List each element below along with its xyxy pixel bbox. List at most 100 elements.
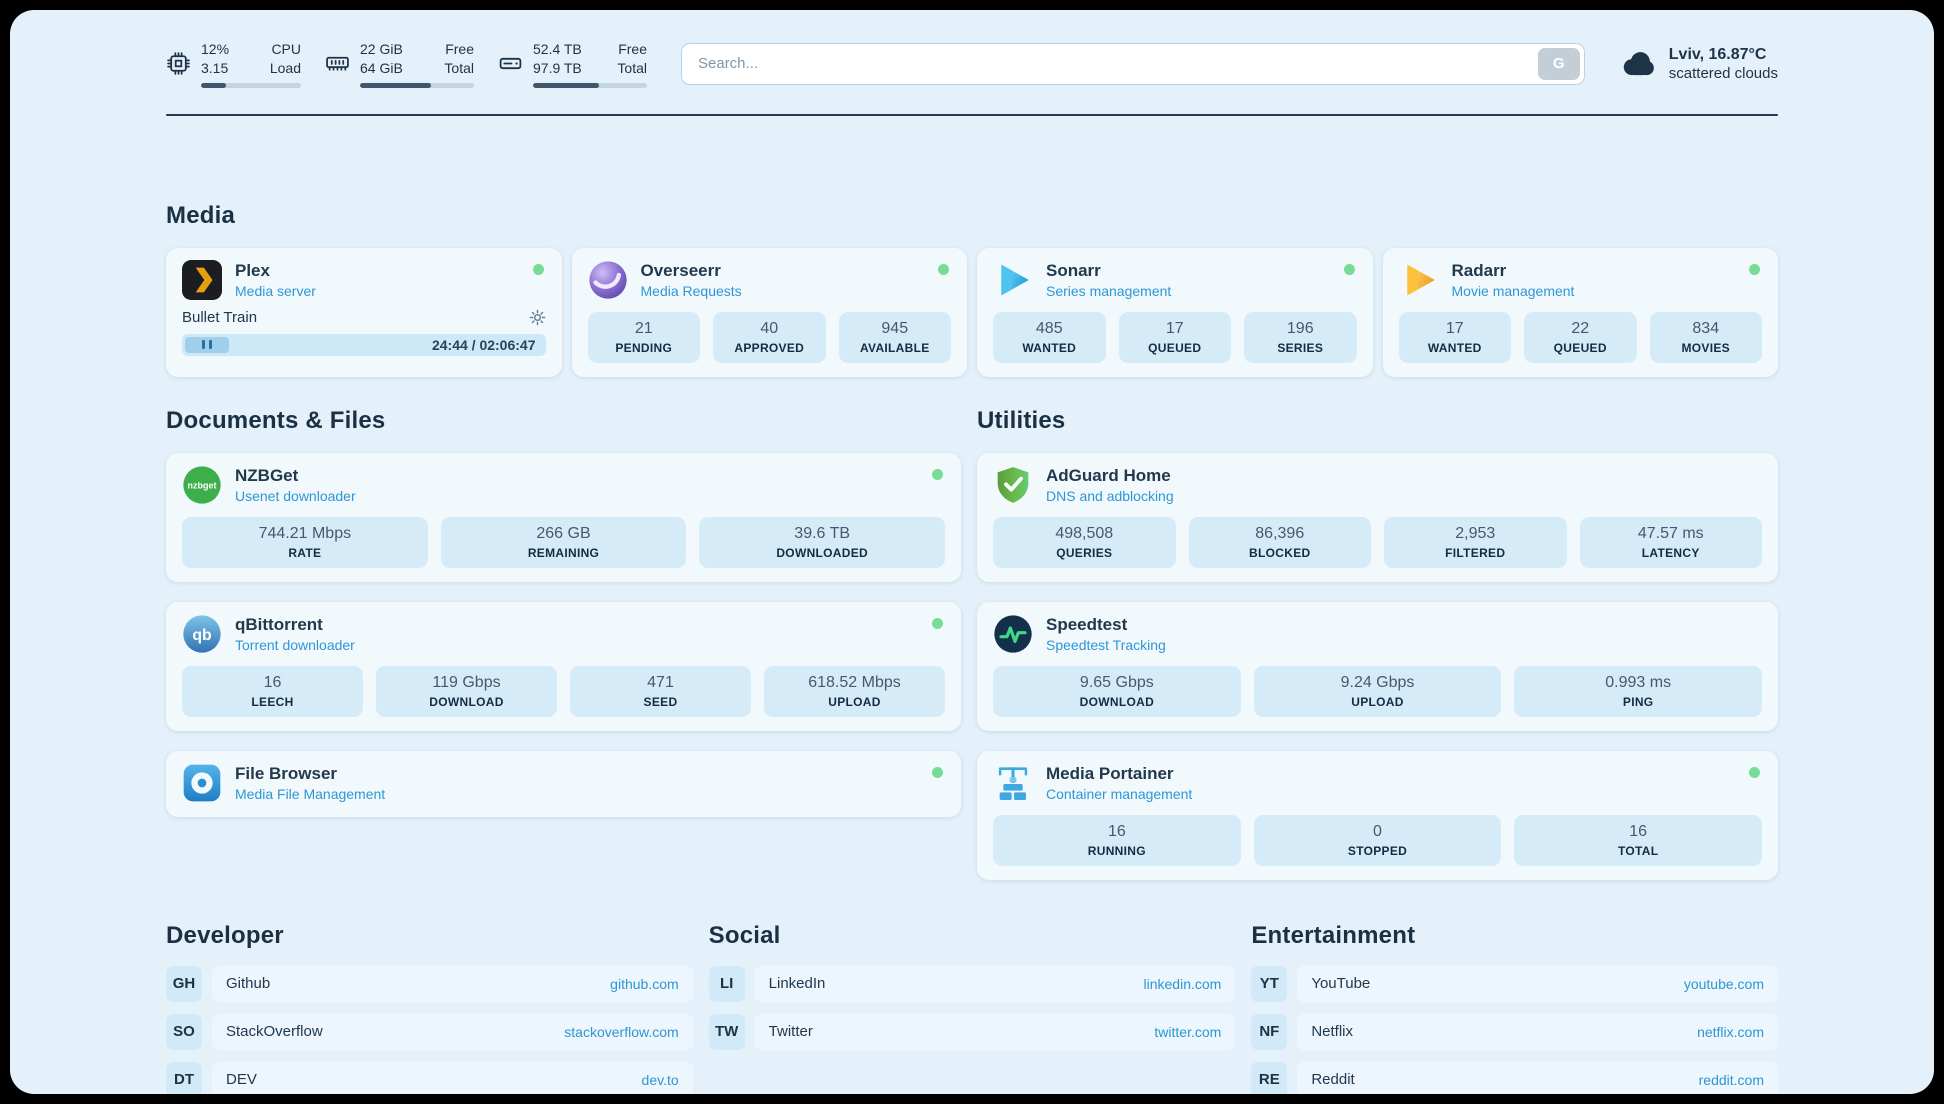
bookmark-link[interactable]: Reddit reddit.com — [1297, 1061, 1778, 1094]
pause-icon[interactable] — [185, 336, 229, 353]
app-card-file-browser[interactable]: File Browser Media File Management — [166, 750, 961, 817]
stat-box: 40 APPROVED — [713, 311, 826, 363]
app-card-sonarr[interactable]: Sonarr Series management 485 WANTED 17 QUEUED… — [977, 247, 1373, 377]
stat-value: 9.24 Gbps — [1340, 673, 1415, 691]
app-card-media-portainer[interactable]: Media Portainer Container management 16 RUN… — [977, 750, 1778, 880]
disk-progress-fill — [533, 82, 600, 88]
bookmark-abbr[interactable]: SO — [166, 1013, 202, 1050]
bookmark-url: reddit.com — [1698, 1071, 1764, 1088]
app-subtitle: DNS and adblocking — [1046, 487, 1174, 504]
app-subtitle: Media server — [235, 282, 316, 299]
speedtest-icon — [993, 614, 1033, 654]
status-dot — [1343, 263, 1355, 275]
app-subtitle: Media File Management — [235, 785, 386, 802]
stat-value: 40 — [760, 319, 779, 337]
bookmark-abbr[interactable]: TW — [708, 1013, 745, 1050]
bookmark-link[interactable]: LinkedIn linkedin.com — [754, 965, 1236, 1002]
stat-label: FILTERED — [1445, 545, 1506, 560]
bookmark-list-developer: GH Github github.com SO StackOverflow stackov… — [166, 965, 693, 1094]
app-meta: Speedtest Speedtest Tracking — [1046, 615, 1166, 653]
svg-text:qb: qb — [192, 627, 212, 644]
stat-label: SEED — [643, 694, 678, 709]
stat-value: 9.65 Gbps — [1079, 673, 1154, 691]
bookmark-link[interactable]: Github github.com — [212, 965, 693, 1002]
stat-value: 16 — [263, 673, 282, 691]
gear-icon[interactable] — [529, 309, 546, 326]
bookmark-abbr[interactable]: NF — [1251, 1013, 1288, 1050]
stat-box: 21 PENDING — [587, 311, 700, 363]
status-dot — [932, 617, 943, 629]
stat-label: UPLOAD — [828, 694, 881, 709]
bookmark-url: dev.to — [641, 1071, 679, 1088]
middle-columns: Documents & Files nzbget NZBGet Usenet dow… — [166, 407, 1778, 880]
bookmark-name: YouTube — [1311, 975, 1371, 993]
header-divider — [166, 113, 1778, 116]
stat-box: 16 TOTAL — [1514, 814, 1763, 866]
stat-label: SERIES — [1277, 340, 1324, 355]
stat-value: 39.6 TB — [794, 524, 851, 542]
app-subtitle: Container management — [1046, 785, 1193, 802]
app-meta: Overseerr Media Requests — [641, 261, 742, 299]
stats-row: 9.65 Gbps DOWNLOAD 9.24 Gbps UPLOAD 0.993 ms… — [993, 665, 1763, 717]
bookmark-url: netflix.com — [1697, 1023, 1764, 1040]
stat-value: 834 — [1692, 319, 1720, 337]
bookmark-abbr[interactable]: YT — [1251, 965, 1288, 1002]
stat-value: 16 — [1629, 822, 1648, 840]
stat-value: 485 — [1035, 319, 1063, 337]
bookmark-row: SO StackOverflow stackoverflow.com — [166, 1013, 693, 1050]
card-header: nzbget NZBGet Usenet downloader — [182, 465, 945, 505]
overseerr-icon — [588, 260, 628, 300]
app-card-radarr[interactable]: Radarr Movie management 17 WANTED 22 QUEUED 83… — [1382, 247, 1778, 377]
stat-value: 119 Gbps — [432, 673, 501, 691]
app-card-speedtest[interactable]: Speedtest Speedtest Tracking 9.65 Gbps DOWN… — [977, 601, 1778, 731]
media-progress-bar[interactable]: 24:44 / 02:06:47 — [182, 333, 546, 356]
app-subtitle: Media Requests — [640, 282, 742, 299]
bookmark-link[interactable]: Twitter twitter.com — [754, 1013, 1236, 1050]
bookmark-abbr[interactable]: DT — [166, 1061, 202, 1094]
card-header: File Browser Media File Management — [182, 763, 945, 803]
app-name: qBittorrent — [235, 614, 323, 634]
bookmark-abbr[interactable]: RE — [1251, 1061, 1288, 1094]
app-subtitle: Series management — [1046, 282, 1172, 299]
app-meta: AdGuard Home DNS and adblocking — [1046, 466, 1174, 504]
bookmark-url: stackoverflow.com — [564, 1023, 679, 1040]
app-card-overseerr[interactable]: Overseerr Media Requests 21 PENDING 40 APPROV… — [571, 247, 967, 377]
stat-label: BLOCKED — [1249, 545, 1311, 560]
section-title-developer: Developer — [166, 921, 284, 949]
bookmark-link[interactable]: DEV dev.to — [212, 1061, 693, 1094]
bookmark-link[interactable]: StackOverflow stackoverflow.com — [212, 1013, 693, 1050]
search-input[interactable] — [681, 42, 1585, 85]
bookmark-abbr[interactable]: GH — [166, 965, 202, 1002]
bookmarks-section: Developer GH Github github.com SO StackOverf… — [166, 922, 1778, 1094]
stats-row: 16 RUNNING 0 STOPPED 16 TOTAL — [993, 814, 1763, 866]
section-title-entertainment: Entertainment — [1251, 921, 1416, 949]
svg-text:nzbget: nzbget — [188, 480, 217, 490]
app-card-plex[interactable]: Plex Media server Bullet Train 24:44 / 02:0… — [166, 247, 562, 377]
ram-total-value: 64 GiB — [360, 59, 403, 76]
stat-label: LEECH — [251, 694, 294, 709]
ram-free-label: Free — [445, 41, 474, 57]
stat-value: 0 — [1373, 822, 1382, 840]
weather-widget[interactable]: Lviv, 16.87°C scattered clouds — [1619, 45, 1778, 83]
plex-icon — [182, 259, 222, 300]
now-playing: Bullet Train 24:44 / 02:06:47 — [182, 308, 546, 356]
search-engine-button[interactable]: G — [1537, 47, 1580, 80]
bookmark-link[interactable]: YouTube youtube.com — [1297, 965, 1778, 1002]
app-card-nzbget[interactable]: nzbget NZBGet Usenet downloader 744.21 Mbps… — [166, 452, 961, 582]
disk-metric: 52.4 TB 97.9 TB Free Total — [498, 40, 647, 88]
bookmark-link[interactable]: Netflix netflix.com — [1297, 1013, 1778, 1050]
stat-value: 86,396 — [1255, 524, 1305, 542]
system-metrics: 12% 3.15 CPU Load — [166, 40, 647, 88]
app-card-qbittorrent[interactable]: qb qBittorrent Torrent downloader 16 LEECH 11… — [166, 601, 961, 731]
stat-label: WANTED — [1427, 340, 1482, 355]
bookmark-abbr[interactable]: LI — [708, 965, 745, 1002]
stat-label: AVAILABLE — [859, 340, 930, 355]
stat-value: 945 — [881, 319, 909, 337]
stat-box: 471 SEED — [570, 665, 751, 717]
app-meta: Media Portainer Container management — [1046, 764, 1192, 802]
stat-label: APPROVED — [734, 340, 805, 355]
adguard-icon — [993, 465, 1033, 505]
stat-label: PENDING — [615, 340, 673, 355]
bookmark-group-developer: Developer GH Github github.com SO StackOverf… — [166, 922, 693, 1094]
app-card-adguard-home[interactable]: AdGuard Home DNS and adblocking 498,508 QUE… — [977, 452, 1778, 582]
